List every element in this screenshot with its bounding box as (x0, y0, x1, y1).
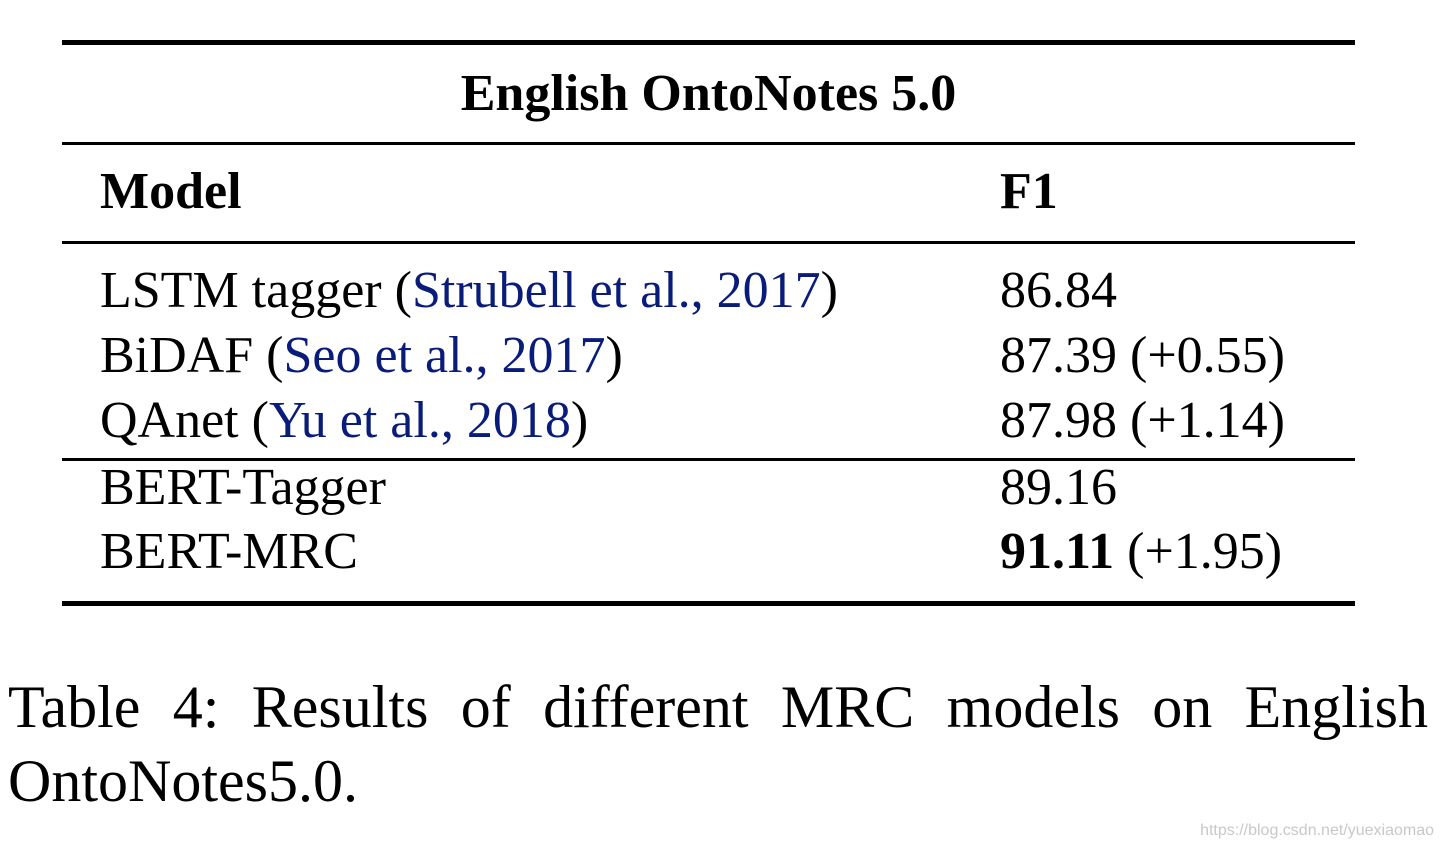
table-row-bidaf: BiDAF (Seo et al., 2017) 87.39 (+0.55) (0, 324, 1442, 388)
citation-link[interactable]: Yu et al., 2018 (268, 392, 571, 449)
model-name: LSTM tagger (100, 262, 382, 319)
header-separator-rule (62, 241, 1355, 244)
f1-score: 89.16 (1000, 459, 1117, 516)
model-cell: BERT-MRC (100, 520, 358, 584)
f1-cell: 87.98 (+1.14) (1000, 389, 1285, 453)
table-row-bert-mrc: BERT-MRC 91.11 (+1.95) (0, 520, 1442, 584)
f1-score-best: 91.11 (1000, 523, 1115, 580)
f1-score: 86.84 (1000, 262, 1117, 319)
citation-link[interactable]: Strubell et al., 2017 (411, 262, 821, 319)
model-cell: BiDAF (Seo et al., 2017) (100, 327, 623, 384)
citation-link[interactable]: Seo et al., 2017 (283, 327, 606, 384)
table-row-lstm-tagger: LSTM tagger (Strubell et al., 2017) 86.8… (0, 259, 1442, 323)
model-name: BERT-Tagger (100, 459, 386, 516)
f1-cell: 86.84 (1000, 259, 1117, 323)
model-name: QAnet (100, 392, 239, 449)
f1-delta: (+1.95) (1127, 523, 1283, 580)
model-cell: LSTM tagger (Strubell et al., 2017) (100, 262, 838, 319)
model-name: BERT-MRC (100, 523, 358, 580)
dataset-title: English OntoNotes 5.0 (460, 65, 957, 122)
column-header-f1: F1 (1000, 163, 1058, 220)
f1-cell: 91.11 (+1.95) (1000, 520, 1282, 584)
group-separator-rule (62, 458, 1355, 461)
table-top-rule (62, 40, 1355, 45)
f1-cell: 87.39 (+0.55) (1000, 324, 1285, 388)
model-cell: QAnet (Yu et al., 2018) (100, 392, 589, 449)
f1-delta: (+1.14) (1130, 392, 1285, 449)
table-row-bert-tagger: BERT-Tagger 89.16 (0, 456, 1442, 520)
table-row-qanet: QAnet (Yu et al., 2018) 87.98 (+1.14) (0, 389, 1442, 453)
model-name: BiDAF (100, 327, 254, 384)
model-cell: BERT-Tagger (100, 456, 386, 520)
watermark: https://blog.csdn.net/yuexiaomao (1200, 822, 1434, 839)
table-caption: Table 4: Results of different MRC models… (8, 674, 1428, 814)
f1-score: 87.98 (1000, 392, 1117, 449)
f1-cell: 89.16 (1000, 456, 1117, 520)
table-bottom-rule (62, 601, 1355, 606)
f1-delta: (+0.55) (1130, 327, 1285, 384)
f1-score: 87.39 (1000, 327, 1117, 384)
column-header-model: Model (100, 163, 242, 220)
title-separator-rule (62, 142, 1355, 145)
